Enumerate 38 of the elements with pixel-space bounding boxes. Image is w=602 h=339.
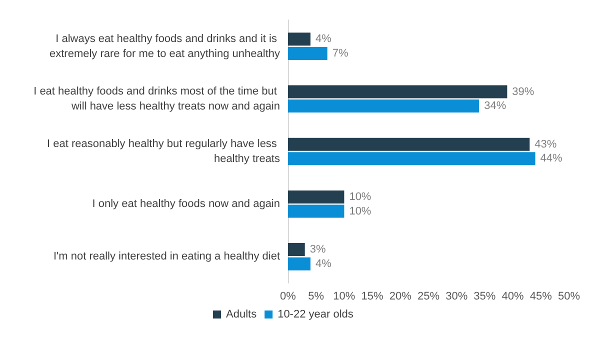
bar xyxy=(288,243,305,256)
x-tick-label: 45% xyxy=(530,290,552,302)
data-label: 3% xyxy=(310,244,326,256)
x-tick-label: 10% xyxy=(333,290,356,302)
data-label: 43% xyxy=(534,138,557,150)
y-tick-label: I'm not really interested in eating a healthy diet xyxy=(53,250,280,263)
bar xyxy=(288,100,480,113)
y-tick-label: I always eat healthy foods and drinks and it is extremely rare for me to eat anything unhealthy xyxy=(49,32,280,60)
data-label: 4% xyxy=(315,258,332,270)
bar xyxy=(288,46,328,60)
x-tick-label: 15% xyxy=(361,290,384,302)
bar xyxy=(288,204,344,218)
data-label: 10% xyxy=(349,190,372,203)
y-tick-label: I eat reasonably healthy but regularly have less healthy treats xyxy=(47,138,280,165)
bar xyxy=(288,257,310,270)
data-label: 4% xyxy=(315,33,332,46)
bar xyxy=(288,85,508,98)
x-tick-label: 0% xyxy=(280,290,296,302)
bar xyxy=(288,138,530,151)
data-label: 39% xyxy=(512,86,534,98)
x-tick-label: 35% xyxy=(474,290,496,302)
data-label: 34% xyxy=(484,100,506,112)
data-label: 7% xyxy=(332,47,348,60)
x-tick-label: 30% xyxy=(446,290,468,302)
x-tick-label: 50% xyxy=(558,290,580,302)
data-label: 10% xyxy=(349,205,372,218)
data-label: 44% xyxy=(540,152,563,165)
x-tick-label: 20% xyxy=(389,290,412,302)
x-tick-label: 25% xyxy=(417,290,440,302)
bar xyxy=(288,152,536,166)
y-tick-label: I only eat healthy foods now and again xyxy=(92,198,280,210)
x-tick-label: 40% xyxy=(502,290,524,302)
bar xyxy=(288,32,310,46)
x-tick-label: 5% xyxy=(308,290,324,302)
legend-label: Adults xyxy=(226,308,258,320)
y-tick-label: I eat healthy foods and drinks most of the time but will have less healthy treats now and again xyxy=(34,85,280,112)
legend-label: 10-22 year olds xyxy=(278,308,354,320)
bar xyxy=(288,190,344,204)
